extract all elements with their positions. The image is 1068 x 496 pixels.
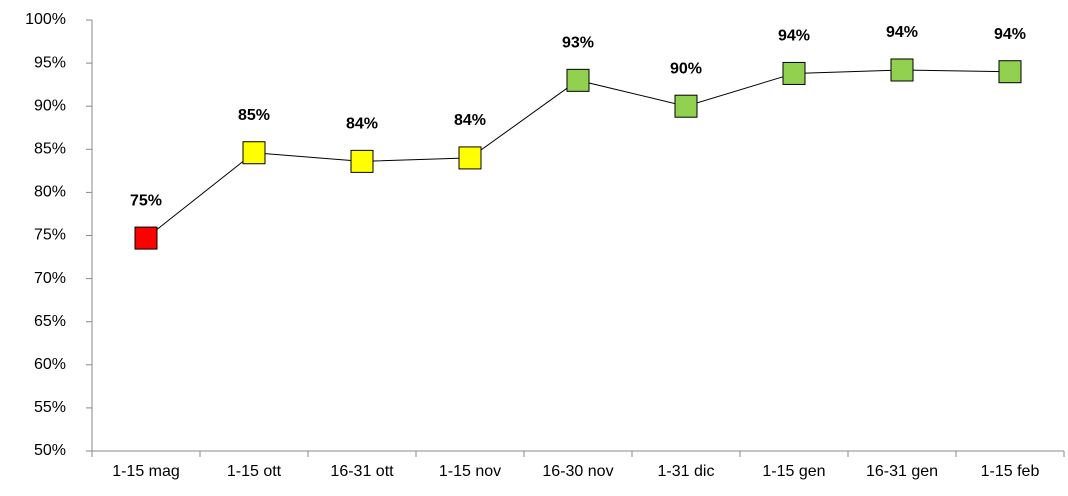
x-tick-label: 1-31 dic [658,463,715,480]
marker [782,61,806,85]
value-label: 85% [238,107,270,124]
value-label: 94% [886,24,918,41]
x-tick-label: 1-15 feb [981,463,1040,480]
marker [134,226,158,250]
marker [890,58,914,82]
value-label: 94% [994,26,1026,43]
x-tick-label: 16-31 ott [330,463,394,480]
x-tick-label: 1-15 mag [112,463,180,480]
value-label: 84% [346,116,378,133]
x-tick-label: 16-30 nov [542,463,613,480]
marker [674,94,698,118]
y-tick-label: 65% [34,313,66,330]
x-tick-label: 1-15 nov [439,463,501,480]
y-tick-label: 85% [34,141,66,158]
marker [566,68,590,92]
x-tick-label: 16-31 gen [866,463,938,480]
y-tick-label: 55% [34,399,66,416]
y-tick-label: 90% [34,97,66,114]
marker [998,60,1022,84]
y-tick-label: 50% [34,442,66,459]
y-tick-label: 70% [34,270,66,287]
y-tick-label: 80% [34,184,66,201]
marker [350,149,374,173]
value-label: 94% [778,28,810,45]
value-label: 75% [130,192,162,209]
x-tick-label: 1-15 ott [227,463,282,480]
y-tick-label: 95% [34,54,66,71]
value-label: 93% [562,35,594,52]
value-label: 84% [454,112,486,129]
y-tick-label: 75% [34,227,66,244]
line [145,69,1011,239]
marker [458,146,482,170]
y-tick-label: 100% [25,11,66,28]
x-tick-label: 1-15 gen [762,463,825,480]
marker [242,141,266,165]
value-label: 90% [670,60,702,77]
y-tick-label: 60% [34,356,66,373]
